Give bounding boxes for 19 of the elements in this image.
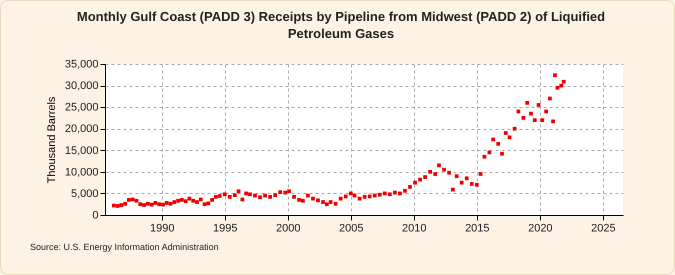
y-tick-label: 5,000 <box>70 188 98 200</box>
x-tick-label: 2000 <box>276 222 300 234</box>
y-tick-label: 0 <box>92 210 98 222</box>
y-tick-label: 35,000 <box>64 58 98 70</box>
x-tick-label: 1995 <box>212 222 238 234</box>
x-tick-label: 2005 <box>339 222 364 234</box>
source-note: Source: U.S. Energy Information Administration <box>30 242 219 252</box>
x-tick-label: 2025 <box>591 222 616 234</box>
x-tick-label: 1990 <box>150 222 174 234</box>
y-tick-label: 15,000 <box>64 144 98 157</box>
y-tick-label: 30,000 <box>64 80 98 92</box>
x-tick-label: 2015 <box>465 222 490 234</box>
y-axis-title: Thousand Barrels <box>46 96 58 184</box>
chart-title: Monthly Gulf Coast (PADD 3) Receipts by Pipeline from Midwest (PADD 2) of Liquified Petroleum Gases <box>76 8 606 42</box>
x-tick-label: 2020 <box>528 222 553 234</box>
y-tick-label: 10,000 <box>64 166 98 178</box>
x-tick-label: 2010 <box>402 222 427 234</box>
y-tick-label: 25,000 <box>64 102 98 114</box>
y-tick-label: 20,000 <box>64 123 98 136</box>
